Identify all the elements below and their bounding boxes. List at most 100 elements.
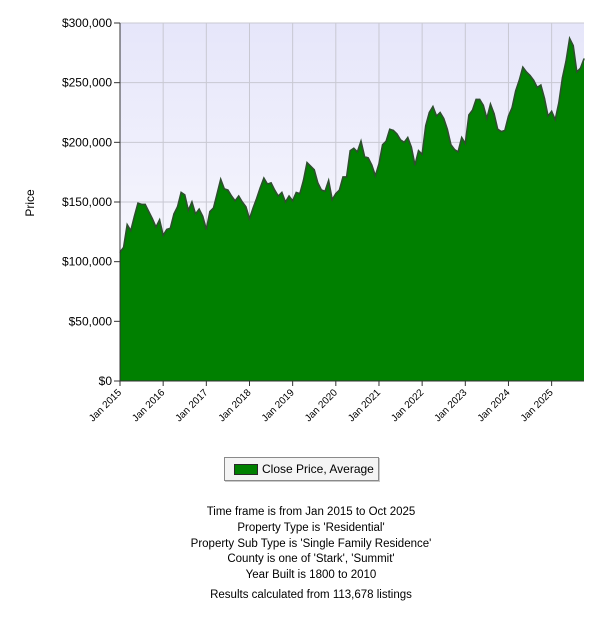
footnote-property-sub-type: Property Sub Type is 'Single Family Resi… [190, 537, 432, 550]
data-point [227, 189, 229, 191]
data-point [216, 193, 218, 195]
data-point [450, 144, 452, 146]
series-line [119, 35, 585, 253]
data-point [457, 151, 459, 153]
data-point [187, 209, 189, 211]
data-point [421, 153, 423, 155]
footnote-results: Results calculated from 113,678 listings [210, 588, 412, 601]
data-point [432, 105, 434, 108]
data-point [241, 201, 243, 203]
data-point [270, 182, 272, 184]
data-point [392, 129, 394, 131]
legend: Close Price, Average [224, 457, 379, 481]
data-point [396, 133, 398, 135]
footnote-time-frame: Time frame is from Jan 2015 to Oct 2025 [206, 506, 416, 518]
data-point [137, 202, 139, 204]
data-point [349, 150, 351, 152]
data-point [554, 119, 556, 121]
data-point [335, 193, 337, 195]
series-layer [119, 35, 585, 381]
data-point [522, 66, 524, 68]
data-point [572, 45, 574, 47]
data-point [324, 190, 326, 192]
data-point [479, 98, 481, 100]
data-point [184, 194, 186, 196]
data-point [446, 128, 448, 130]
axes [119, 23, 584, 382]
data-point [507, 115, 510, 117]
data-point [468, 114, 470, 116]
data-point [310, 165, 312, 167]
data-point [234, 200, 236, 202]
data-point [140, 203, 143, 205]
data-point [435, 115, 438, 117]
data-point [576, 71, 578, 73]
data-point [529, 74, 531, 77]
data-point [378, 163, 380, 165]
data-point [583, 58, 585, 60]
data-point [259, 187, 261, 189]
data-point [439, 111, 441, 114]
data-point [202, 215, 204, 217]
data-point [417, 150, 420, 152]
x-tick-label: Jan 2016 [130, 387, 167, 424]
data-point [198, 208, 200, 210]
data-point [374, 175, 376, 177]
data-point [331, 199, 333, 201]
data-point [551, 110, 553, 112]
data-point [346, 176, 348, 178]
data-point [360, 140, 362, 142]
data-point [428, 111, 430, 114]
y-tick-label: $300,000 [62, 16, 112, 30]
data-point [543, 97, 546, 99]
data-point [306, 162, 308, 164]
x-tick-label: Jan 2024 [476, 387, 513, 424]
data-point [518, 79, 520, 81]
data-point [475, 98, 477, 100]
data-point [256, 197, 258, 200]
y-tick-label: $250,000 [62, 76, 112, 90]
data-point [133, 215, 135, 217]
data-point [464, 142, 466, 145]
data-point [166, 228, 168, 231]
data-point [525, 71, 528, 73]
data-point [176, 206, 179, 208]
footnote-county: County is one of 'Stark', 'Summit' [227, 553, 395, 566]
x-tick-label: Jan 2018 [217, 387, 254, 424]
legend-swatch [234, 463, 258, 475]
data-point [281, 191, 283, 194]
data-point [461, 136, 463, 139]
data-point [493, 113, 495, 115]
footnote-year-built: Year Built is 1800 to 2010 [245, 569, 377, 582]
data-point [381, 144, 384, 146]
data-point [569, 37, 571, 40]
data-point [367, 157, 369, 159]
data-point [169, 227, 171, 229]
data-point [389, 128, 391, 130]
data-point [302, 179, 305, 182]
data-point [126, 224, 128, 226]
data-point [471, 109, 474, 111]
data-point [230, 195, 233, 197]
data-point [425, 125, 427, 127]
data-point [194, 213, 197, 215]
data-point [363, 156, 366, 158]
data-point [277, 195, 279, 197]
data-point [536, 86, 538, 89]
y-axis-title: Price [23, 189, 37, 217]
data-point [486, 117, 488, 120]
legend-label: Close Price, Average [262, 462, 374, 476]
y-tick-label: $150,000 [62, 195, 112, 209]
footnotes: Time frame is from Jan 2015 to Oct 2025 … [0, 505, 597, 604]
data-point [356, 151, 358, 153]
data-point [180, 191, 182, 194]
data-point [266, 183, 269, 185]
x-tick-label: Jan 2025 [519, 387, 556, 424]
data-point [371, 164, 373, 166]
y-tick-label: $100,000 [62, 255, 112, 269]
data-point [482, 104, 484, 106]
data-point [504, 129, 506, 131]
x-tick-label: Jan 2020 [303, 387, 340, 424]
data-point [453, 148, 456, 151]
data-point [155, 226, 157, 228]
